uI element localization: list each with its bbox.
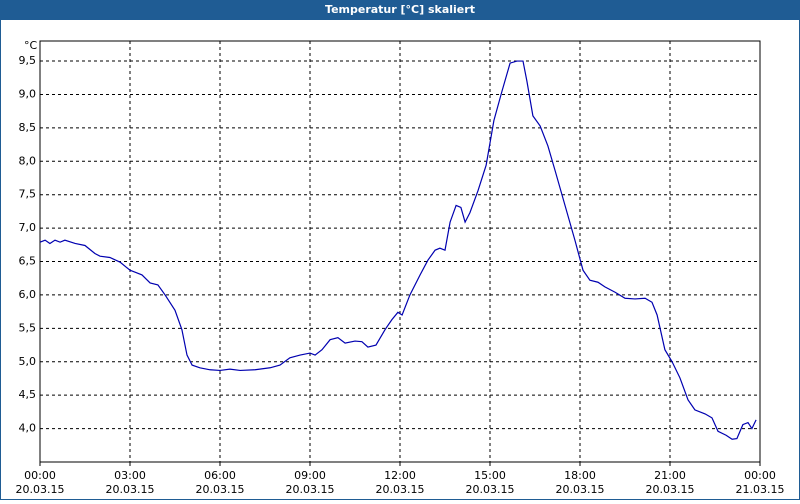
- y-tick-label: 8,0: [19, 154, 37, 167]
- y-tick-label: 7,5: [19, 188, 37, 201]
- x-tick-date: 20.03.15: [106, 483, 155, 496]
- y-tick-label: 5,0: [19, 355, 37, 368]
- x-tick-date: 21.03.15: [736, 483, 785, 496]
- temperature-line: [39, 60, 757, 440]
- x-tick-date: 20.03.15: [376, 483, 425, 496]
- title-bar: [0, 0, 800, 20]
- x-tick-label: 18:00: [564, 469, 596, 482]
- y-tick-label: 5,5: [19, 321, 37, 334]
- x-tick-date: 20.03.15: [196, 483, 245, 496]
- y-tick-label: 9,0: [19, 87, 37, 100]
- y-tick-label: 4,0: [19, 422, 37, 435]
- chart-title: Temperatur [°C] skaliert: [325, 3, 475, 16]
- x-tick-date: 20.03.15: [556, 483, 605, 496]
- y-tick-label: 9,5: [19, 54, 37, 67]
- x-tick-label: 03:00: [114, 469, 146, 482]
- x-tick-label: 00:00: [744, 469, 776, 482]
- x-tick-label: 12:00: [384, 469, 416, 482]
- y-tick-label: 8,5: [19, 121, 37, 134]
- y-tick-label: 7,0: [19, 221, 37, 234]
- x-tick-label: 09:00: [294, 469, 326, 482]
- y-tick-label: 4,5: [19, 388, 37, 401]
- x-tick-date: 20.03.15: [286, 483, 335, 496]
- y-unit: °C: [24, 39, 38, 52]
- x-tick-date: 20.03.15: [646, 483, 695, 496]
- x-tick-label: 00:00: [24, 469, 56, 482]
- x-tick-label: 21:00: [654, 469, 686, 482]
- x-tick-date: 20.03.15: [466, 483, 515, 496]
- x-tick-label: 15:00: [474, 469, 506, 482]
- y-tick-label: 6,0: [19, 288, 37, 301]
- x-tick-date: 20.03.15: [16, 483, 65, 496]
- y-tick-label: 6,5: [19, 255, 37, 268]
- x-tick-label: 06:00: [204, 469, 236, 482]
